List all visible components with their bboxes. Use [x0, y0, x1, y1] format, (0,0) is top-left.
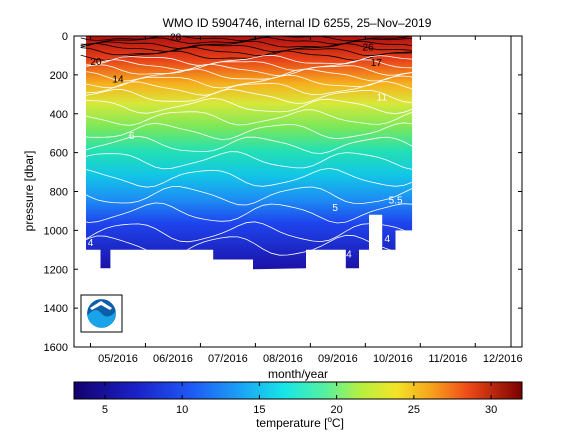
contour-line: [80, 221, 413, 243]
contour-label: 5: [332, 203, 338, 214]
x-tick-label: 07/2016: [208, 353, 248, 365]
contour-line: [80, 59, 413, 71]
colorbar-tick-label: 20: [330, 404, 342, 416]
y-tick-label: 1000: [44, 225, 68, 237]
x-tick-label: 11/2016: [428, 353, 467, 365]
contour-line: [80, 167, 413, 188]
y-tick-label: 1600: [44, 342, 68, 354]
contour-line: [80, 122, 413, 140]
x-tick-label: 06/2016: [153, 353, 193, 365]
contour-line: [80, 40, 413, 50]
contour-field: [80, 36, 413, 270]
contour-line: [80, 36, 413, 45]
contour-line: [80, 109, 413, 126]
contour-line: [80, 46, 413, 57]
contour-label: 6: [129, 131, 135, 142]
chart-title: WMO ID 5904746, internal ID 6255, 25–Nov…: [163, 16, 432, 30]
y-axis: 0 200 400 600 800 1000 1200 1400 1600: [44, 31, 522, 354]
colorbar-ticks: 5 10 15 20 25 30: [102, 382, 497, 416]
colorbar-tick-label: 25: [408, 404, 420, 416]
colorbar: [73, 381, 523, 400]
colorbar-tick-label: 5: [102, 404, 108, 416]
x-axis-label: month/year: [268, 367, 328, 381]
colorbar-tick-label: 15: [253, 404, 265, 416]
contour-label: 4: [346, 250, 352, 261]
contour-label: 4: [385, 234, 391, 245]
contour-line: [80, 234, 413, 257]
contour-line: [80, 43, 413, 53]
y-tick-label: 0: [62, 31, 68, 43]
x-tick-label: 09/2016: [318, 353, 358, 365]
contour-line: [80, 74, 413, 89]
y-tick-label: 600: [50, 148, 68, 160]
contour-label: 28: [170, 33, 182, 44]
contour-labels: 28 20 14 26 17 11 6 5 5.5 4 4 4: [88, 33, 403, 261]
contour-line: [80, 54, 413, 66]
colorbar-tick-label: 30: [485, 404, 497, 416]
y-tick-label: 1400: [44, 303, 68, 315]
y-axis-label: pressure [dbar]: [22, 151, 36, 232]
contour-line: [80, 151, 413, 170]
contour-line: [80, 202, 413, 224]
contour-lines: [80, 36, 413, 257]
x-axis: 05/2016 06/2016 07/2016 08/2016 09/2016 10/20…: [89, 36, 523, 365]
contour-label: 11: [377, 92, 388, 103]
contour-label: 14: [112, 74, 124, 85]
contour-line: [80, 97, 413, 115]
colorbar-tick-label: 10: [176, 404, 188, 416]
contour-line: [80, 81, 413, 96]
contour-label: 26: [363, 43, 375, 54]
contour-line: [80, 135, 413, 155]
contour-label: 4: [88, 238, 94, 249]
y-tick-label: 800: [50, 187, 68, 199]
colorbar-label: temperature [oC]: [256, 415, 344, 430]
y-tick-label: 1200: [44, 264, 68, 276]
noaa-logo: [80, 294, 123, 333]
contour-line: [80, 186, 413, 206]
x-tick-label: 05/2016: [98, 353, 138, 365]
contour-label: 17: [371, 58, 383, 69]
temperature-field: [86, 36, 413, 270]
x-tick-label: 12/2016: [483, 353, 523, 365]
contour-line: [80, 50, 413, 61]
x-tick-label: 10/2016: [373, 353, 413, 365]
contour-label: 20: [90, 57, 102, 68]
contour-line: [80, 88, 413, 104]
y-tick-label: 400: [50, 109, 68, 121]
contour-label: 5.5: [389, 195, 403, 206]
contour-line: [80, 63, 413, 77]
x-tick-label: 08/2016: [263, 353, 303, 365]
y-tick-label: 200: [50, 70, 68, 82]
contour-line: [80, 68, 413, 82]
